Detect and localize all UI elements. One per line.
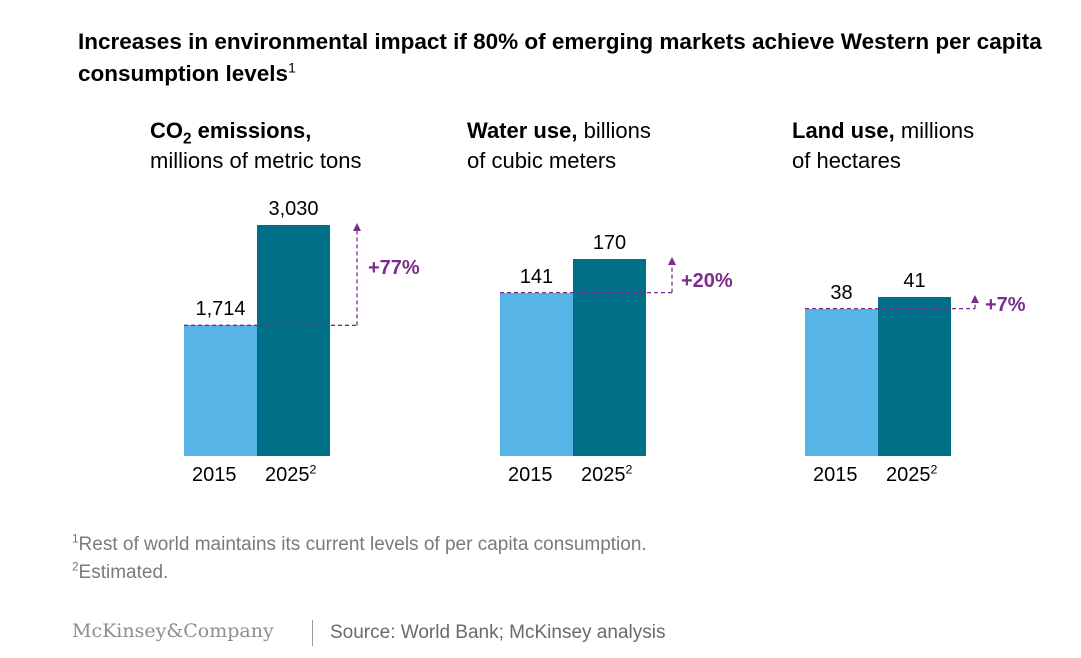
- bar-panel3-2015: [805, 308, 878, 456]
- change-label-panel1: +77%: [368, 257, 420, 279]
- change-arrowhead-icon-panel1: [353, 223, 361, 231]
- category-label-panel2-2025: 20252: [581, 462, 633, 486]
- panel-title-water-units-2: of cubic meters: [467, 148, 617, 173]
- value-label-panel2-2015: 141: [519, 265, 554, 288]
- bar-panel3-2025: [878, 297, 951, 456]
- chart-title: Increases in environmental impact if 80%…: [78, 26, 1058, 90]
- change-label-panel2: +20%: [681, 270, 733, 292]
- panel-title-water: Water use, billions of cubic meters: [467, 116, 651, 176]
- chart-title-footnote-marker: 1: [288, 59, 296, 76]
- mckinsey-logo: McKinsey&Company: [72, 620, 274, 642]
- bar-panel1-2015: [184, 325, 257, 456]
- value-label-panel3-2025: 41: [903, 270, 926, 292]
- footnote-2: 2Estimated.: [72, 560, 168, 586]
- value-label-panel1-2015: 1,714: [195, 298, 246, 321]
- value-label-panel1-2025: 3,030: [268, 198, 319, 220]
- change-arrowhead-icon-panel3: [971, 295, 979, 303]
- change-label-panel3: +7%: [985, 294, 1026, 316]
- footnote-1-text: Rest of world maintains its current leve…: [78, 534, 647, 555]
- panel-title-co2-emissions: emissions,: [191, 118, 312, 143]
- category-label-panel3-2015: 2015: [813, 464, 858, 486]
- bar-panel2-2025: [573, 259, 646, 456]
- panel-title-land: Land use, millions of hectares: [792, 116, 974, 176]
- panel-title-land-bold: Land use,: [792, 118, 895, 143]
- panel-title-co2-bold: CO2 emissions,: [150, 118, 312, 147]
- bar-panel1-2025: [257, 225, 330, 456]
- category-label-panel2-2015: 2015: [508, 464, 553, 486]
- panel-title-co2-subscript: 2: [183, 130, 192, 148]
- source-note: Source: World Bank; McKinsey analysis: [330, 622, 666, 643]
- bar-panel2-2015: [500, 292, 573, 456]
- footnote-1-marker: 1: [72, 532, 79, 546]
- category-label-panel3-2025: 20252: [886, 462, 938, 486]
- category-label-panel1-2015: 2015: [192, 464, 237, 486]
- panel-title-water-units-1: billions: [583, 118, 651, 143]
- category-label-panel1-2025: 20252: [265, 462, 317, 486]
- panel-title-co2-units: millions of metric tons: [150, 148, 362, 173]
- logo-divider: [312, 620, 313, 646]
- panel-title-co2: CO2 emissions, millions of metric tons: [150, 116, 362, 176]
- footnote-2-marker: 2: [72, 560, 79, 574]
- panel-title-land-units-1: millions: [900, 118, 975, 143]
- panel-title-water-bold: Water use,: [467, 118, 578, 143]
- chart-title-text: Increases in environmental impact if 80%…: [78, 29, 1042, 86]
- value-label-panel3-2015: 38: [830, 281, 853, 304]
- panel-title-land-units-2: of hectares: [792, 148, 901, 173]
- value-label-panel2-2025: 170: [592, 232, 627, 254]
- change-arrowhead-icon-panel2: [668, 257, 676, 265]
- footnote-2-text: Estimated.: [78, 562, 169, 583]
- panel-title-co2-co: CO: [150, 118, 183, 143]
- footnote-1: 1Rest of world maintains its current lev…: [72, 532, 647, 558]
